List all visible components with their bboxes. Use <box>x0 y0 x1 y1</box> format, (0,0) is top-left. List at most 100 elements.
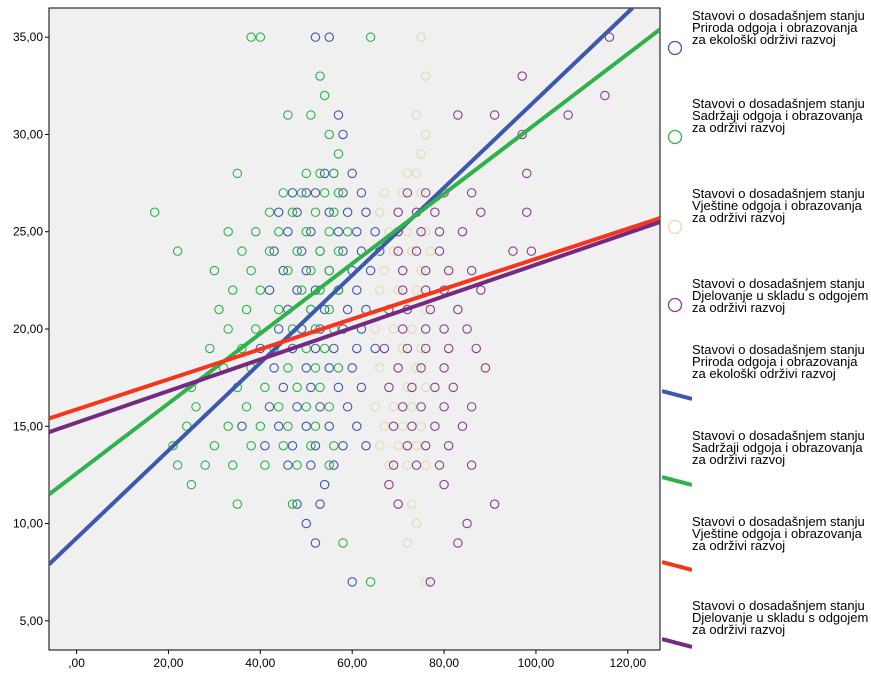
scatter-point <box>416 188 426 198</box>
scatter-point <box>306 226 316 237</box>
legend-item: Stavovi o dosadašnjem stanju Sadržaji od… <box>660 428 871 514</box>
scatter-point <box>347 363 357 373</box>
scatter-point <box>352 226 362 237</box>
scatter-point <box>375 285 385 295</box>
scatter-point <box>356 382 367 393</box>
scatter-point <box>278 265 289 276</box>
scatter-point <box>375 363 385 373</box>
scatter-point <box>186 479 197 490</box>
scatter-point <box>214 304 224 315</box>
scatter-point <box>241 304 252 315</box>
legend-item: Stavovi o dosadašnjem stanju Sadržaji od… <box>660 96 871 186</box>
scatter-point <box>273 207 284 218</box>
scatter-point <box>310 538 321 548</box>
scatter-point <box>237 246 247 256</box>
scatter-point <box>264 246 275 256</box>
scatter-point <box>352 285 362 295</box>
scatter-point <box>407 324 417 334</box>
scatter-point <box>420 460 431 470</box>
chart-axes: ,00 20,00 40,00 60,00 80,00 100,00 120,00 5,00 1… <box>13 30 647 670</box>
scatter-point <box>338 538 348 548</box>
scatter-point <box>352 343 362 354</box>
scatter-point <box>457 226 468 237</box>
scatter-point <box>329 440 339 451</box>
scatter-point <box>370 226 380 237</box>
scatter-point <box>402 382 413 393</box>
x-tick-label: 60,00 <box>337 656 367 670</box>
scatter-point <box>278 188 289 198</box>
scatter-point <box>462 518 472 529</box>
scatter-point <box>287 499 298 509</box>
legend-item: Stavovi o dosadašnjem stanju Priroda odg… <box>660 342 871 428</box>
scatter-point <box>246 32 256 42</box>
legend-item: Stavovi o dosadašnjem stanju Vještine od… <box>660 514 871 598</box>
legend-line-symbol <box>662 637 692 649</box>
scatter-point <box>439 479 449 490</box>
scatter-point <box>246 265 256 276</box>
scatter-point <box>342 304 353 315</box>
scatter-point <box>416 149 426 159</box>
y-tick-label: 25,00 <box>13 225 43 239</box>
scatter-point <box>425 246 436 256</box>
scatter-point <box>370 324 380 334</box>
fit-line <box>49 216 660 421</box>
scatter-point <box>273 304 284 315</box>
scatter-point <box>319 188 330 198</box>
y-tick-label: 35,00 <box>13 30 43 44</box>
legend-item: Stavovi o dosadašnjem stanju Djelovanje … <box>660 276 871 342</box>
scatter-point <box>416 32 426 42</box>
legend-circle-symbol <box>667 297 683 313</box>
scatter-point <box>370 343 380 354</box>
legend-label: Stavovi o dosadašnjem stanju Djelovanje … <box>692 276 869 315</box>
scatter-point <box>250 226 261 237</box>
scatter-point <box>264 207 275 218</box>
legend-item: Stavovi o dosadašnjem stanju Priroda odg… <box>660 8 871 96</box>
scatter-point <box>393 207 403 218</box>
scatter-point <box>420 226 431 237</box>
x-tick-label: 100,00 <box>518 656 555 670</box>
scatter-point <box>223 421 233 432</box>
scatter-point <box>246 440 256 451</box>
scatter-point <box>402 226 413 237</box>
y-tick-label: 10,00 <box>13 517 43 531</box>
scatter-point <box>324 460 334 470</box>
scatter-point <box>420 188 431 198</box>
scatter-point <box>287 440 298 451</box>
scatter-point <box>287 207 298 218</box>
scatter-point <box>508 246 518 256</box>
legend-label: Stavovi o dosadašnjem stanju Vještine od… <box>692 514 865 553</box>
scatter-point <box>205 343 215 354</box>
scatter-point <box>416 343 426 354</box>
scatter-point <box>411 440 422 451</box>
scatter-point <box>301 265 312 276</box>
scatter-point <box>439 324 449 334</box>
scatter-point <box>420 129 431 140</box>
scatter-point <box>324 402 334 412</box>
scatter-point <box>397 188 408 198</box>
scatter-point <box>375 207 385 218</box>
scatter-point <box>526 246 537 256</box>
legend-label: Stavovi o dosadašnjem stanju Sadržaji od… <box>692 96 865 135</box>
scatter-point <box>209 265 220 276</box>
legend-label: Stavovi o dosadašnjem stanju Sadržaji od… <box>692 428 865 467</box>
scatter-point <box>453 304 463 315</box>
scatter-point <box>292 402 302 412</box>
scatter-point <box>306 265 316 276</box>
scatter-point <box>333 110 344 120</box>
scatter-point <box>255 285 266 295</box>
scatter-point <box>283 421 293 432</box>
scatter-point <box>333 226 344 237</box>
legend-circle-symbol <box>667 129 683 145</box>
scatter-point <box>457 421 468 432</box>
scatter-point <box>365 577 376 587</box>
x-tick-label: 40,00 <box>245 656 275 670</box>
scatter-point <box>430 382 440 393</box>
scatter-point <box>306 382 316 393</box>
scatter-point <box>466 460 477 470</box>
scatter-point <box>420 324 431 334</box>
scatter-point <box>255 32 266 42</box>
legend-label: Stavovi o dosadašnjem stanju Djelovanje … <box>692 598 869 637</box>
scatter-point <box>407 499 417 509</box>
scatter-point <box>416 226 426 237</box>
